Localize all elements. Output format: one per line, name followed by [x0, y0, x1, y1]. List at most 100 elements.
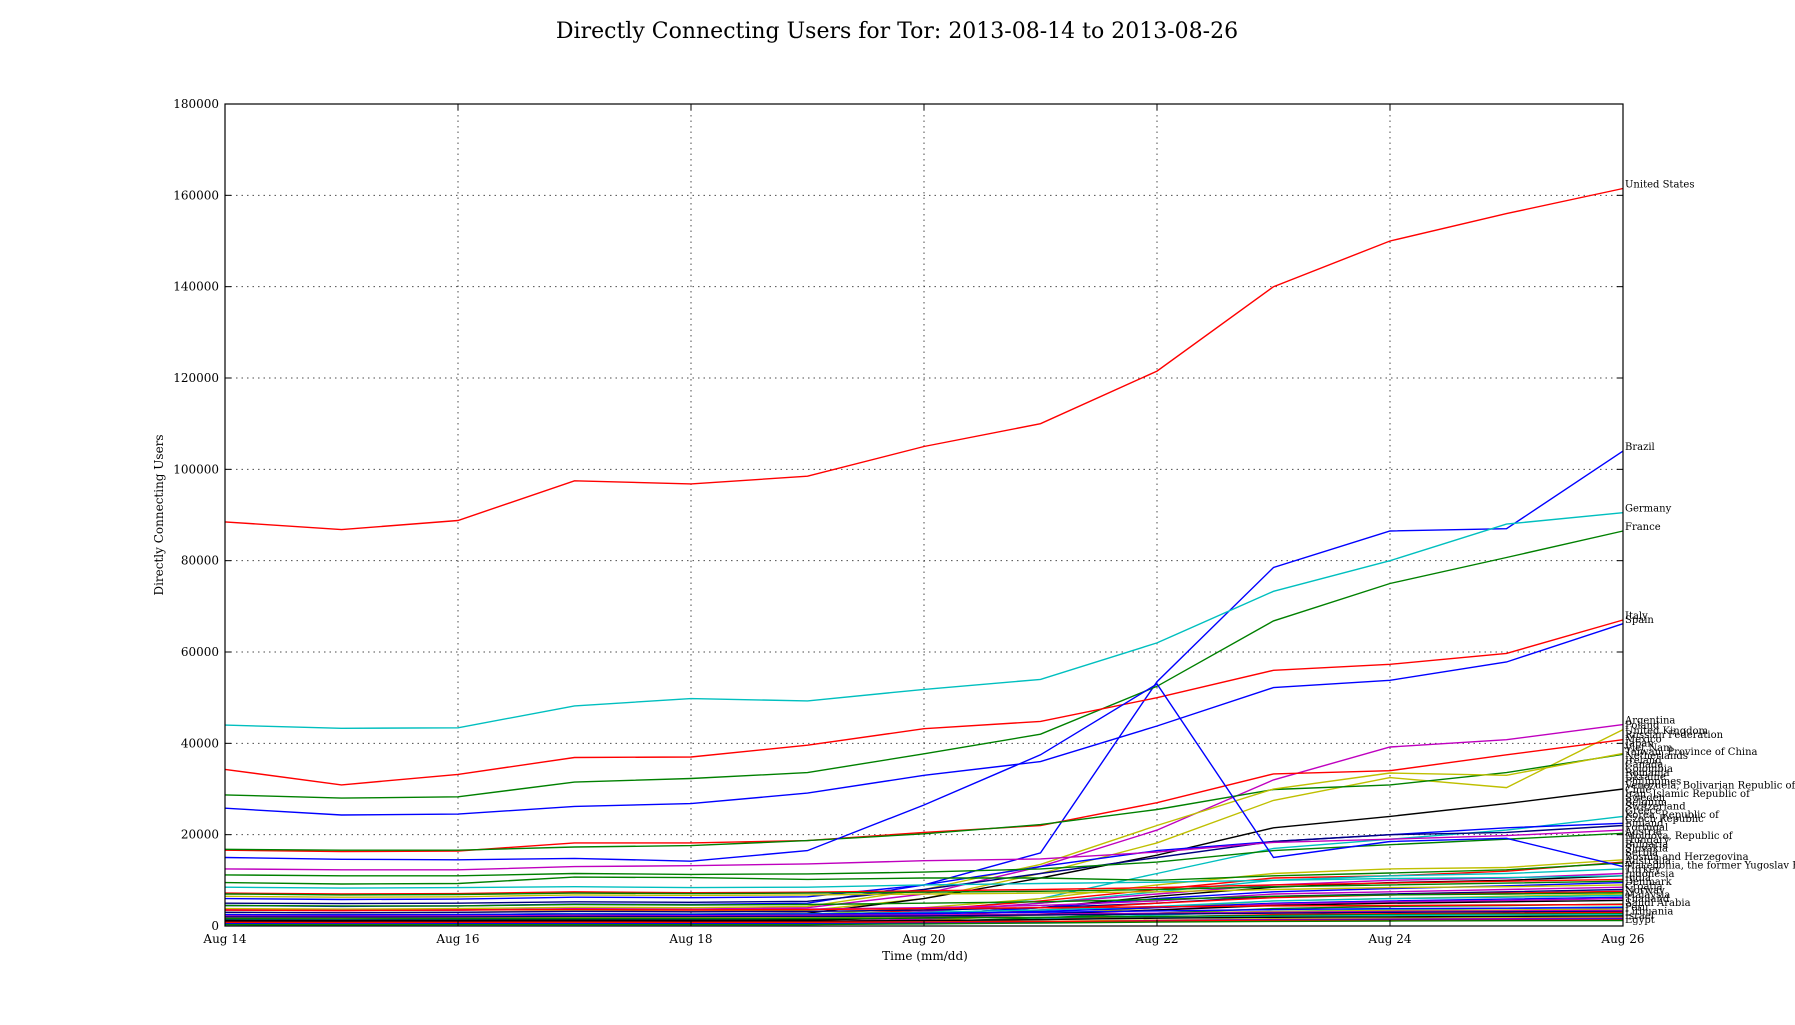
series-line-5	[224, 623, 1624, 816]
series-end-label: Germany	[1625, 504, 1672, 515]
series-end-label: Japan	[1624, 739, 1654, 750]
series-line-2	[224, 512, 1624, 730]
series-end-label: France	[1625, 522, 1661, 533]
series-end-label: Ukraine	[1625, 772, 1666, 783]
series-line-0	[224, 187, 1624, 531]
series-end-label: Belgium	[1625, 797, 1668, 808]
series-end-label: Slovakia	[1625, 844, 1668, 855]
series-end-label: Peru	[1625, 902, 1649, 913]
series-end-label: Austria	[1624, 827, 1662, 838]
series-end-label: Denmark	[1625, 877, 1673, 888]
series-end-label: Lithuania	[1625, 907, 1673, 918]
series-end-label: Korea, Republic of	[1625, 810, 1720, 821]
series-end-label: Colombia	[1625, 764, 1673, 775]
series-end-label: Indonesia	[1625, 869, 1675, 880]
series-end-label: Portugal	[1625, 823, 1668, 834]
series-line-15	[224, 829, 1624, 871]
series-end-label: Brazil	[1625, 442, 1655, 453]
series-end-label: Iran, Islamic Republic of	[1625, 789, 1751, 800]
series-end-label: Greece	[1625, 806, 1661, 817]
series-end-label: Bosnia and Herzegovina	[1625, 852, 1749, 863]
series-end-label: Poland	[1625, 721, 1660, 732]
y-tick-label: 120000	[173, 371, 219, 385]
x-tick-label: Aug 22	[1134, 932, 1178, 946]
y-tick-label: 100000	[173, 462, 219, 476]
series-end-label: Switzerland	[1625, 802, 1686, 813]
series-end-label: Hungary	[1625, 835, 1670, 846]
series-line-14	[224, 824, 1624, 905]
y-tick-label: 40000	[181, 736, 219, 750]
series-end-label: Moldova, Republic of	[1625, 831, 1734, 842]
y-tick-label: 60000	[181, 645, 219, 659]
series-end-label: Viet Nam	[1624, 743, 1673, 754]
series-end-label: Russian Federation	[1625, 730, 1724, 741]
series-line-20	[224, 683, 1624, 868]
series-end-labels: United States Brazil Germany France ItalySpa…	[1624, 179, 1795, 926]
series-end-label: Spain	[1625, 615, 1654, 626]
series-end-label: Philippines	[1625, 776, 1681, 787]
series-line-26	[224, 880, 1624, 896]
series-end-label: India	[1625, 873, 1651, 884]
series-line-46	[224, 913, 1624, 920]
series-end-label: Ireland	[1625, 755, 1662, 766]
x-axis-label: Time (mm/dd)	[882, 949, 968, 963]
series-end-label: Taiwan, Province of China	[1625, 747, 1758, 758]
y-tick-label: 80000	[181, 554, 219, 568]
series-end-label: Netherlands	[1625, 751, 1688, 762]
series-end-label: Malaysia	[1625, 890, 1670, 901]
x-tick-label: Aug 14	[202, 932, 247, 946]
y-tick-label: 180000	[173, 97, 219, 111]
series-line-32	[224, 892, 1624, 907]
series-end-label: Romania	[1625, 768, 1670, 779]
series-line-19	[224, 862, 1624, 885]
series-line-44	[224, 910, 1624, 918]
series-end-label: Mexico	[1625, 734, 1662, 745]
series-line-30	[224, 888, 1624, 914]
series-end-label: Australia	[1624, 856, 1671, 867]
axis-ticks: 0 20000 40000 60000 80000 100000 120000 140000 1…	[173, 97, 1644, 946]
grid	[224, 103, 1624, 927]
series-end-label: Israel	[1625, 911, 1654, 922]
series-end-label: Finland	[1625, 818, 1664, 829]
series-end-label: United Kingdom	[1625, 726, 1709, 737]
y-tick-label: 140000	[173, 280, 219, 294]
series-line-41	[224, 907, 1624, 916]
series-end-label: Macedonia, the former Yugoslav Republic …	[1625, 860, 1795, 871]
series-end-label: Chile	[1625, 785, 1651, 796]
series-line-43	[224, 909, 1624, 917]
series-end-label: Thailand	[1625, 894, 1670, 905]
y-axis-label: Directly Connecting Users	[152, 434, 166, 595]
series-end-label: Czech Republic	[1625, 814, 1704, 825]
y-tick-label: 20000	[181, 828, 219, 842]
y-tick-label: 0	[211, 919, 219, 933]
series-end-label: Egypt	[1625, 915, 1655, 926]
series-line-16	[224, 832, 1624, 877]
series-line-8	[224, 739, 1624, 853]
y-tick-label: 160000	[173, 188, 219, 202]
series-end-label: Italy	[1625, 611, 1648, 622]
series-line-25	[224, 878, 1624, 895]
series-lines	[224, 187, 1624, 926]
x-tick-label: Aug 24	[1367, 932, 1412, 946]
series-end-label: Canada	[1625, 760, 1663, 771]
series-end-label: United States	[1625, 179, 1694, 190]
x-tick-label: Aug 20	[901, 932, 945, 946]
series-end-label: Saudi Arabia	[1625, 898, 1691, 909]
series-line-4	[224, 619, 1624, 786]
series-end-label: Sweden	[1625, 793, 1666, 804]
series-end-label: Argentina	[1624, 716, 1675, 727]
series-end-label: Venezuela, Bolivarian Republic of	[1624, 781, 1795, 792]
series-end-label: Croatia	[1625, 881, 1663, 892]
series-end-label: Bulgaria	[1625, 839, 1668, 850]
series-end-label: Norway	[1625, 886, 1665, 897]
series-end-label: Turkey	[1625, 865, 1661, 876]
x-tick-label: Aug 16	[435, 932, 479, 946]
series-line-3	[224, 530, 1624, 799]
series-end-label: Serbia	[1625, 848, 1658, 859]
series-line-39	[224, 903, 1624, 912]
series-line-24	[224, 875, 1624, 889]
x-tick-label: Aug 18	[668, 932, 712, 946]
chart-title: Directly Connecting Users for Tor: 2013-…	[556, 19, 1238, 44]
series-line-9	[224, 753, 1624, 851]
